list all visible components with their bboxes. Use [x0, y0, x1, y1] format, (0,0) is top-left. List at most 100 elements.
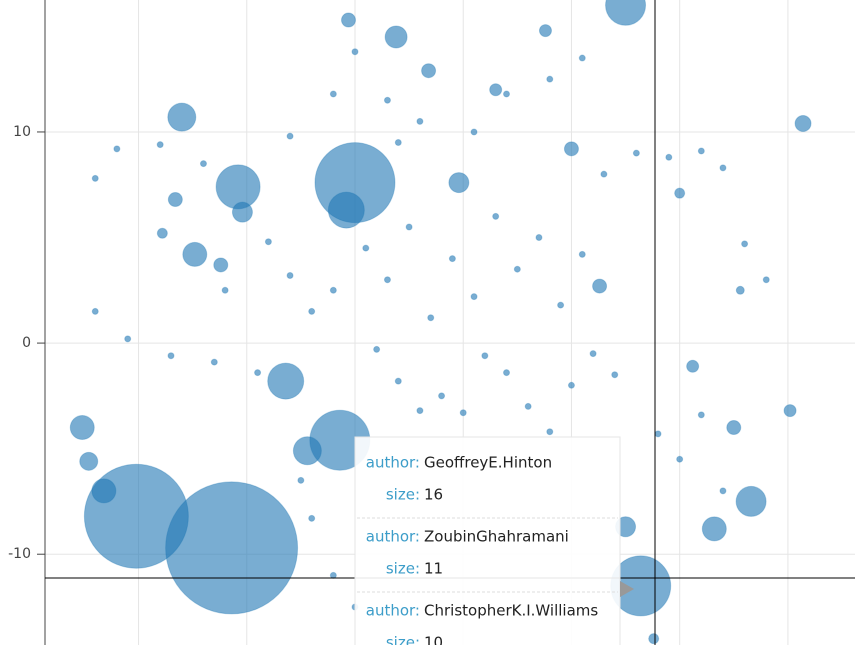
- point: [665, 153, 673, 161]
- point: [182, 241, 208, 267]
- point: [535, 234, 543, 242]
- tooltip-key: author:: [366, 454, 420, 472]
- grid: [45, 0, 855, 645]
- point: [421, 63, 437, 79]
- point: [292, 436, 322, 466]
- point: [69, 415, 95, 441]
- point: [735, 485, 767, 517]
- point: [794, 115, 812, 133]
- point: [481, 352, 489, 360]
- point: [676, 455, 684, 463]
- point: [427, 314, 435, 322]
- point: [167, 352, 175, 360]
- point: [459, 409, 467, 417]
- tooltip-value: 16: [424, 486, 443, 504]
- point: [156, 227, 168, 239]
- point: [308, 514, 316, 522]
- point: [373, 345, 381, 353]
- tooltip-key: size:: [386, 486, 420, 504]
- point: [557, 301, 565, 309]
- point: [546, 75, 554, 83]
- point: [124, 335, 132, 343]
- point: [329, 571, 337, 579]
- point: [297, 476, 305, 484]
- point: [91, 174, 99, 182]
- point: [697, 411, 705, 419]
- point: [416, 407, 424, 415]
- point: [286, 272, 294, 280]
- point: [741, 240, 749, 248]
- point: [686, 359, 700, 373]
- y-tick-label: 10: [13, 124, 31, 140]
- point: [113, 145, 121, 153]
- point: [589, 350, 597, 358]
- tooltip-value: ChristopherK.I.Williams: [424, 602, 598, 620]
- point: [405, 223, 413, 231]
- point: [654, 430, 662, 438]
- point: [210, 358, 218, 366]
- point: [286, 132, 294, 140]
- point: [383, 276, 391, 284]
- point: [91, 307, 99, 315]
- point: [600, 170, 608, 178]
- point: [783, 404, 797, 418]
- point: [156, 141, 164, 149]
- point: [79, 451, 99, 471]
- point: [383, 96, 391, 104]
- point: [351, 48, 359, 56]
- point: [213, 257, 229, 273]
- point: [701, 516, 727, 542]
- point: [648, 633, 660, 645]
- point: [470, 128, 478, 136]
- point: [199, 160, 207, 168]
- point: [605, 0, 647, 26]
- point: [329, 90, 337, 98]
- y-axis: -10 0 10: [8, 0, 46, 645]
- point: [267, 362, 305, 400]
- tooltip-key: size:: [386, 634, 420, 645]
- point: [762, 276, 770, 284]
- point: [91, 478, 117, 504]
- tooltip-key: size:: [386, 560, 420, 578]
- point: [167, 102, 197, 132]
- point: [384, 25, 408, 49]
- point: [416, 117, 424, 125]
- tooltip-arrow: [620, 581, 634, 597]
- point: [538, 24, 552, 38]
- point: [611, 371, 619, 379]
- y-tick-label: -10: [8, 546, 31, 562]
- point: [578, 54, 586, 62]
- point: [719, 487, 727, 495]
- point: [697, 147, 705, 155]
- point: [254, 369, 262, 377]
- point: [167, 192, 183, 208]
- tooltip-box: [354, 436, 621, 645]
- point: [546, 428, 554, 436]
- point: [719, 164, 727, 172]
- y-tick-label: 0: [22, 335, 31, 351]
- tooltip-key: author:: [366, 528, 420, 546]
- point: [503, 369, 511, 377]
- tooltip-value: ZoubinGhahramani: [424, 528, 569, 546]
- point: [470, 293, 478, 301]
- point: [394, 139, 402, 147]
- tooltip-value: GeoffreyE.Hinton: [424, 454, 552, 472]
- point: [448, 255, 456, 263]
- point: [329, 286, 337, 294]
- point: [489, 83, 503, 97]
- points: [69, 0, 812, 645]
- point: [524, 402, 532, 410]
- point: [264, 238, 272, 246]
- point: [674, 187, 686, 199]
- point: [735, 285, 745, 295]
- point: [567, 381, 575, 389]
- point: [308, 307, 316, 315]
- point: [448, 172, 470, 194]
- point: [215, 164, 261, 210]
- point: [632, 149, 640, 157]
- point: [503, 90, 511, 98]
- point: [492, 212, 500, 220]
- tooltip-key: author:: [366, 602, 420, 620]
- tooltip-value: 11: [424, 560, 443, 578]
